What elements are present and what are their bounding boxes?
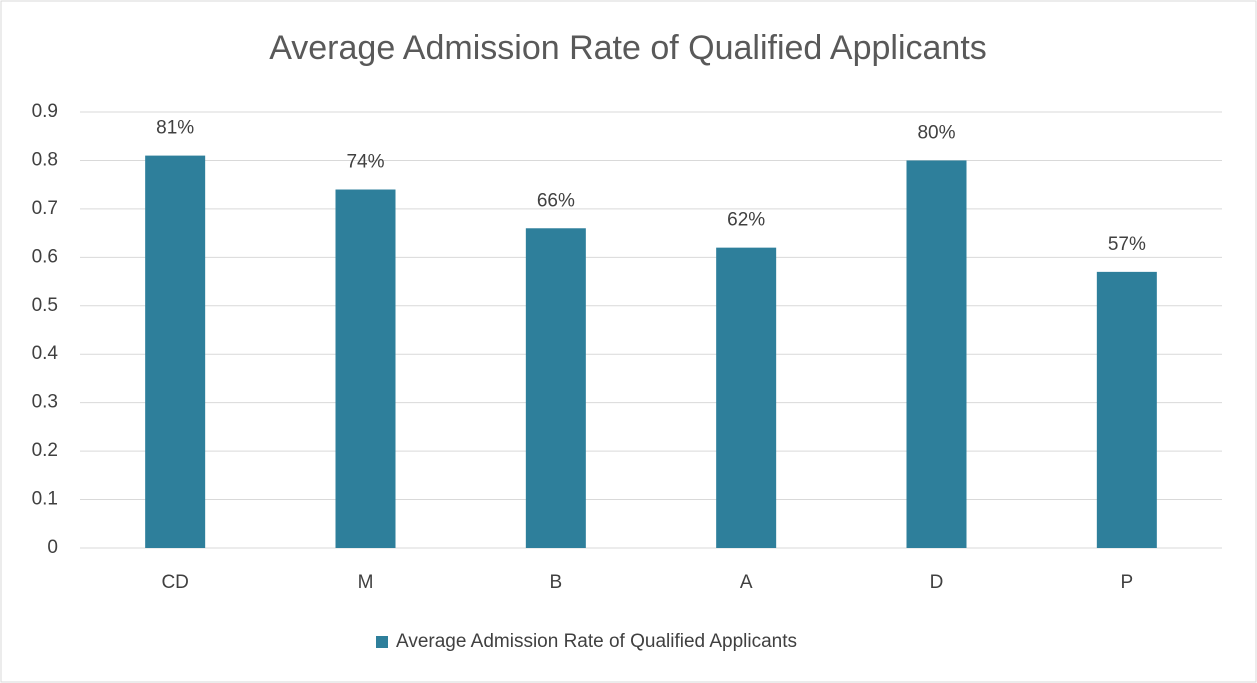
bar	[906, 160, 967, 548]
y-tick-label: 0.7	[32, 198, 58, 219]
x-tick-label: D	[930, 572, 944, 593]
bar	[716, 247, 777, 548]
data-label: 57%	[1108, 234, 1146, 255]
data-label: 80%	[917, 122, 955, 143]
bar	[145, 155, 206, 548]
y-tick-label: 0.3	[32, 392, 58, 413]
x-tick-label: A	[740, 572, 753, 593]
legend-swatch	[376, 636, 388, 648]
data-label: 74%	[346, 152, 384, 173]
data-label: 62%	[727, 210, 765, 231]
y-tick-label: 0.9	[32, 101, 58, 122]
x-tick-label: P	[1120, 572, 1133, 593]
bar	[525, 228, 586, 548]
legend-label: Average Admission Rate of Qualified Appl…	[396, 631, 797, 652]
x-tick-label: CD	[161, 572, 188, 593]
data-label: 81%	[156, 118, 194, 139]
x-tick-label: M	[358, 572, 374, 593]
y-tick-label: 0.8	[32, 149, 58, 170]
chart-title: Average Admission Rate of Qualified Appl…	[269, 29, 987, 67]
y-tick-label: 0	[47, 537, 58, 558]
y-tick-label: 0.4	[32, 343, 59, 364]
y-tick-label: 0.5	[32, 295, 58, 316]
bar	[1096, 271, 1157, 548]
y-tick-label: 0.1	[32, 489, 58, 510]
data-label: 66%	[537, 190, 575, 211]
bar	[335, 189, 396, 548]
y-tick-label: 0.6	[32, 246, 58, 267]
x-tick-label: B	[549, 572, 562, 593]
y-tick-label: 0.2	[32, 440, 58, 461]
